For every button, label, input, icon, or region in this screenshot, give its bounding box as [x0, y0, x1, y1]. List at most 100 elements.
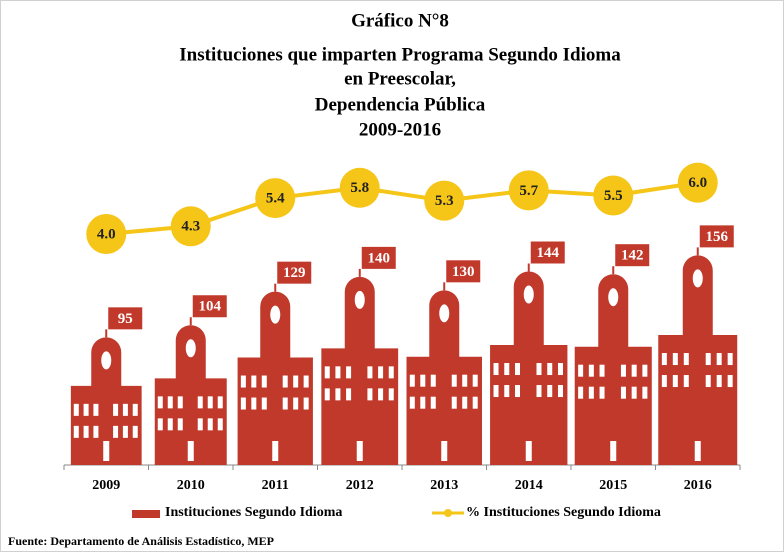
value-label: 104 — [199, 299, 222, 315]
window — [494, 363, 499, 375]
legend-label: % Instituciones Segundo Idioma — [466, 505, 661, 520]
window — [186, 339, 196, 357]
window — [684, 375, 689, 387]
window — [283, 398, 288, 410]
window — [515, 363, 520, 375]
window — [431, 397, 436, 409]
door — [103, 441, 109, 461]
window — [558, 363, 563, 375]
window — [452, 397, 457, 409]
window — [578, 365, 583, 377]
chart-title: en Preescolar, — [344, 68, 456, 89]
window — [178, 418, 183, 430]
x-tick-label: 2014 — [515, 478, 543, 493]
window — [504, 363, 509, 375]
window — [293, 376, 298, 388]
window — [178, 396, 183, 408]
window — [74, 404, 79, 416]
x-tick-label: 2011 — [262, 478, 289, 493]
window — [410, 375, 415, 387]
window — [123, 404, 128, 416]
window — [642, 387, 647, 399]
window — [504, 385, 509, 397]
window — [717, 353, 722, 365]
x-tick-label: 2012 — [346, 478, 374, 493]
value-label: 5.5 — [604, 188, 623, 204]
window — [473, 397, 478, 409]
window — [367, 388, 372, 400]
window — [621, 365, 626, 377]
door — [526, 441, 532, 461]
chart-title: Dependencia Pública — [315, 94, 486, 115]
window — [494, 385, 499, 397]
window — [473, 375, 478, 387]
window — [389, 366, 394, 378]
legend-label: Instituciones Segundo Idioma — [165, 505, 342, 520]
door — [272, 441, 278, 461]
window — [600, 365, 605, 377]
door — [610, 441, 616, 461]
window — [241, 376, 246, 388]
window — [632, 365, 637, 377]
window — [717, 375, 722, 387]
chart-title: Gráfico N°8 — [351, 10, 449, 31]
window — [728, 353, 733, 365]
window — [439, 304, 449, 322]
window — [304, 376, 309, 388]
x-tick-label: 2010 — [177, 478, 205, 493]
value-label: 4.3 — [181, 219, 200, 235]
window — [608, 288, 618, 306]
value-label: 129 — [283, 265, 306, 281]
window — [515, 385, 520, 397]
window — [293, 398, 298, 410]
window — [133, 404, 138, 416]
window — [673, 375, 678, 387]
window — [93, 404, 98, 416]
window — [335, 366, 340, 378]
value-label: 95 — [118, 311, 133, 327]
value-label: 5.4 — [266, 191, 285, 207]
window — [74, 426, 79, 438]
window — [168, 396, 173, 408]
window — [346, 388, 351, 400]
chart: Gráfico N°8 Instituciones que imparten P… — [0, 0, 784, 552]
window — [378, 366, 383, 378]
window — [547, 385, 552, 397]
window — [241, 398, 246, 410]
window — [524, 286, 534, 304]
value-label: 156 — [706, 229, 729, 245]
value-label: 140 — [368, 250, 391, 266]
door — [441, 441, 447, 461]
window — [589, 387, 594, 399]
value-label: 142 — [621, 248, 644, 264]
window — [283, 376, 288, 388]
window — [355, 291, 365, 309]
window — [84, 404, 89, 416]
value-label: 144 — [537, 245, 560, 261]
value-label: 5.8 — [350, 180, 369, 196]
window — [589, 365, 594, 377]
window — [113, 404, 118, 416]
window — [378, 388, 383, 400]
window — [208, 396, 213, 408]
value-label: 130 — [452, 264, 475, 280]
chart-title: 2009-2016 — [359, 119, 441, 140]
window — [462, 375, 467, 387]
window — [198, 418, 203, 430]
window — [304, 398, 309, 410]
window — [346, 366, 351, 378]
window — [133, 426, 138, 438]
value-label: 6.0 — [688, 175, 707, 191]
window — [706, 353, 711, 365]
value-label: 4.0 — [97, 226, 116, 242]
door — [357, 441, 363, 461]
window — [632, 387, 637, 399]
window — [536, 363, 541, 375]
window — [621, 387, 626, 399]
window — [578, 387, 583, 399]
window — [431, 375, 436, 387]
window — [684, 353, 689, 365]
window — [367, 366, 372, 378]
window — [547, 363, 552, 375]
window — [84, 426, 89, 438]
